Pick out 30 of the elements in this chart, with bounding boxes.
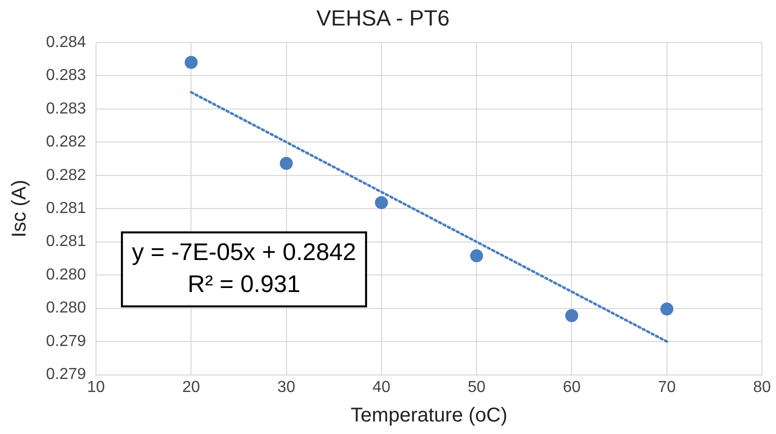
x-tick-label: 10	[87, 378, 106, 396]
x-tick-label: 80	[753, 378, 771, 396]
annotation: R² = 0.931	[188, 271, 300, 298]
point	[280, 156, 293, 170]
point	[184, 56, 198, 69]
point	[470, 249, 484, 262]
y-tick-label: 0.280	[46, 266, 86, 284]
y-tick-label: 0.282	[46, 166, 86, 184]
x-tick-label: 40	[372, 378, 390, 396]
y-tick-label: 0.279	[46, 366, 86, 384]
x-tick-label: 20	[182, 378, 200, 396]
x-tick-label: 30	[277, 378, 296, 396]
y-tick-label: 0.279	[46, 332, 86, 350]
x-axis-title: Temperature (oC)	[350, 404, 508, 427]
y-axis-title: Isc (A)	[8, 180, 31, 238]
chart-title: VEHSA - PT6	[316, 5, 450, 30]
x-tick-label: 60	[562, 378, 581, 396]
point	[565, 309, 578, 322]
point	[660, 302, 674, 316]
y-tick-label: 0.282	[46, 134, 86, 151]
y-tick-label: 0.281	[46, 233, 86, 250]
point	[374, 196, 388, 210]
x-tick-label: 50	[468, 378, 486, 396]
x-tick-label: 70	[658, 378, 676, 396]
y-tick-label: 0.283	[46, 67, 86, 84]
y-tick-label: 0.283	[46, 100, 86, 118]
y-tick-label: 0.280	[46, 300, 86, 317]
y-tick-label: 0.284	[46, 34, 86, 51]
y-tick-label: 0.281	[46, 200, 86, 218]
annotation: y = -7E-05x + 0.2842	[132, 239, 356, 266]
